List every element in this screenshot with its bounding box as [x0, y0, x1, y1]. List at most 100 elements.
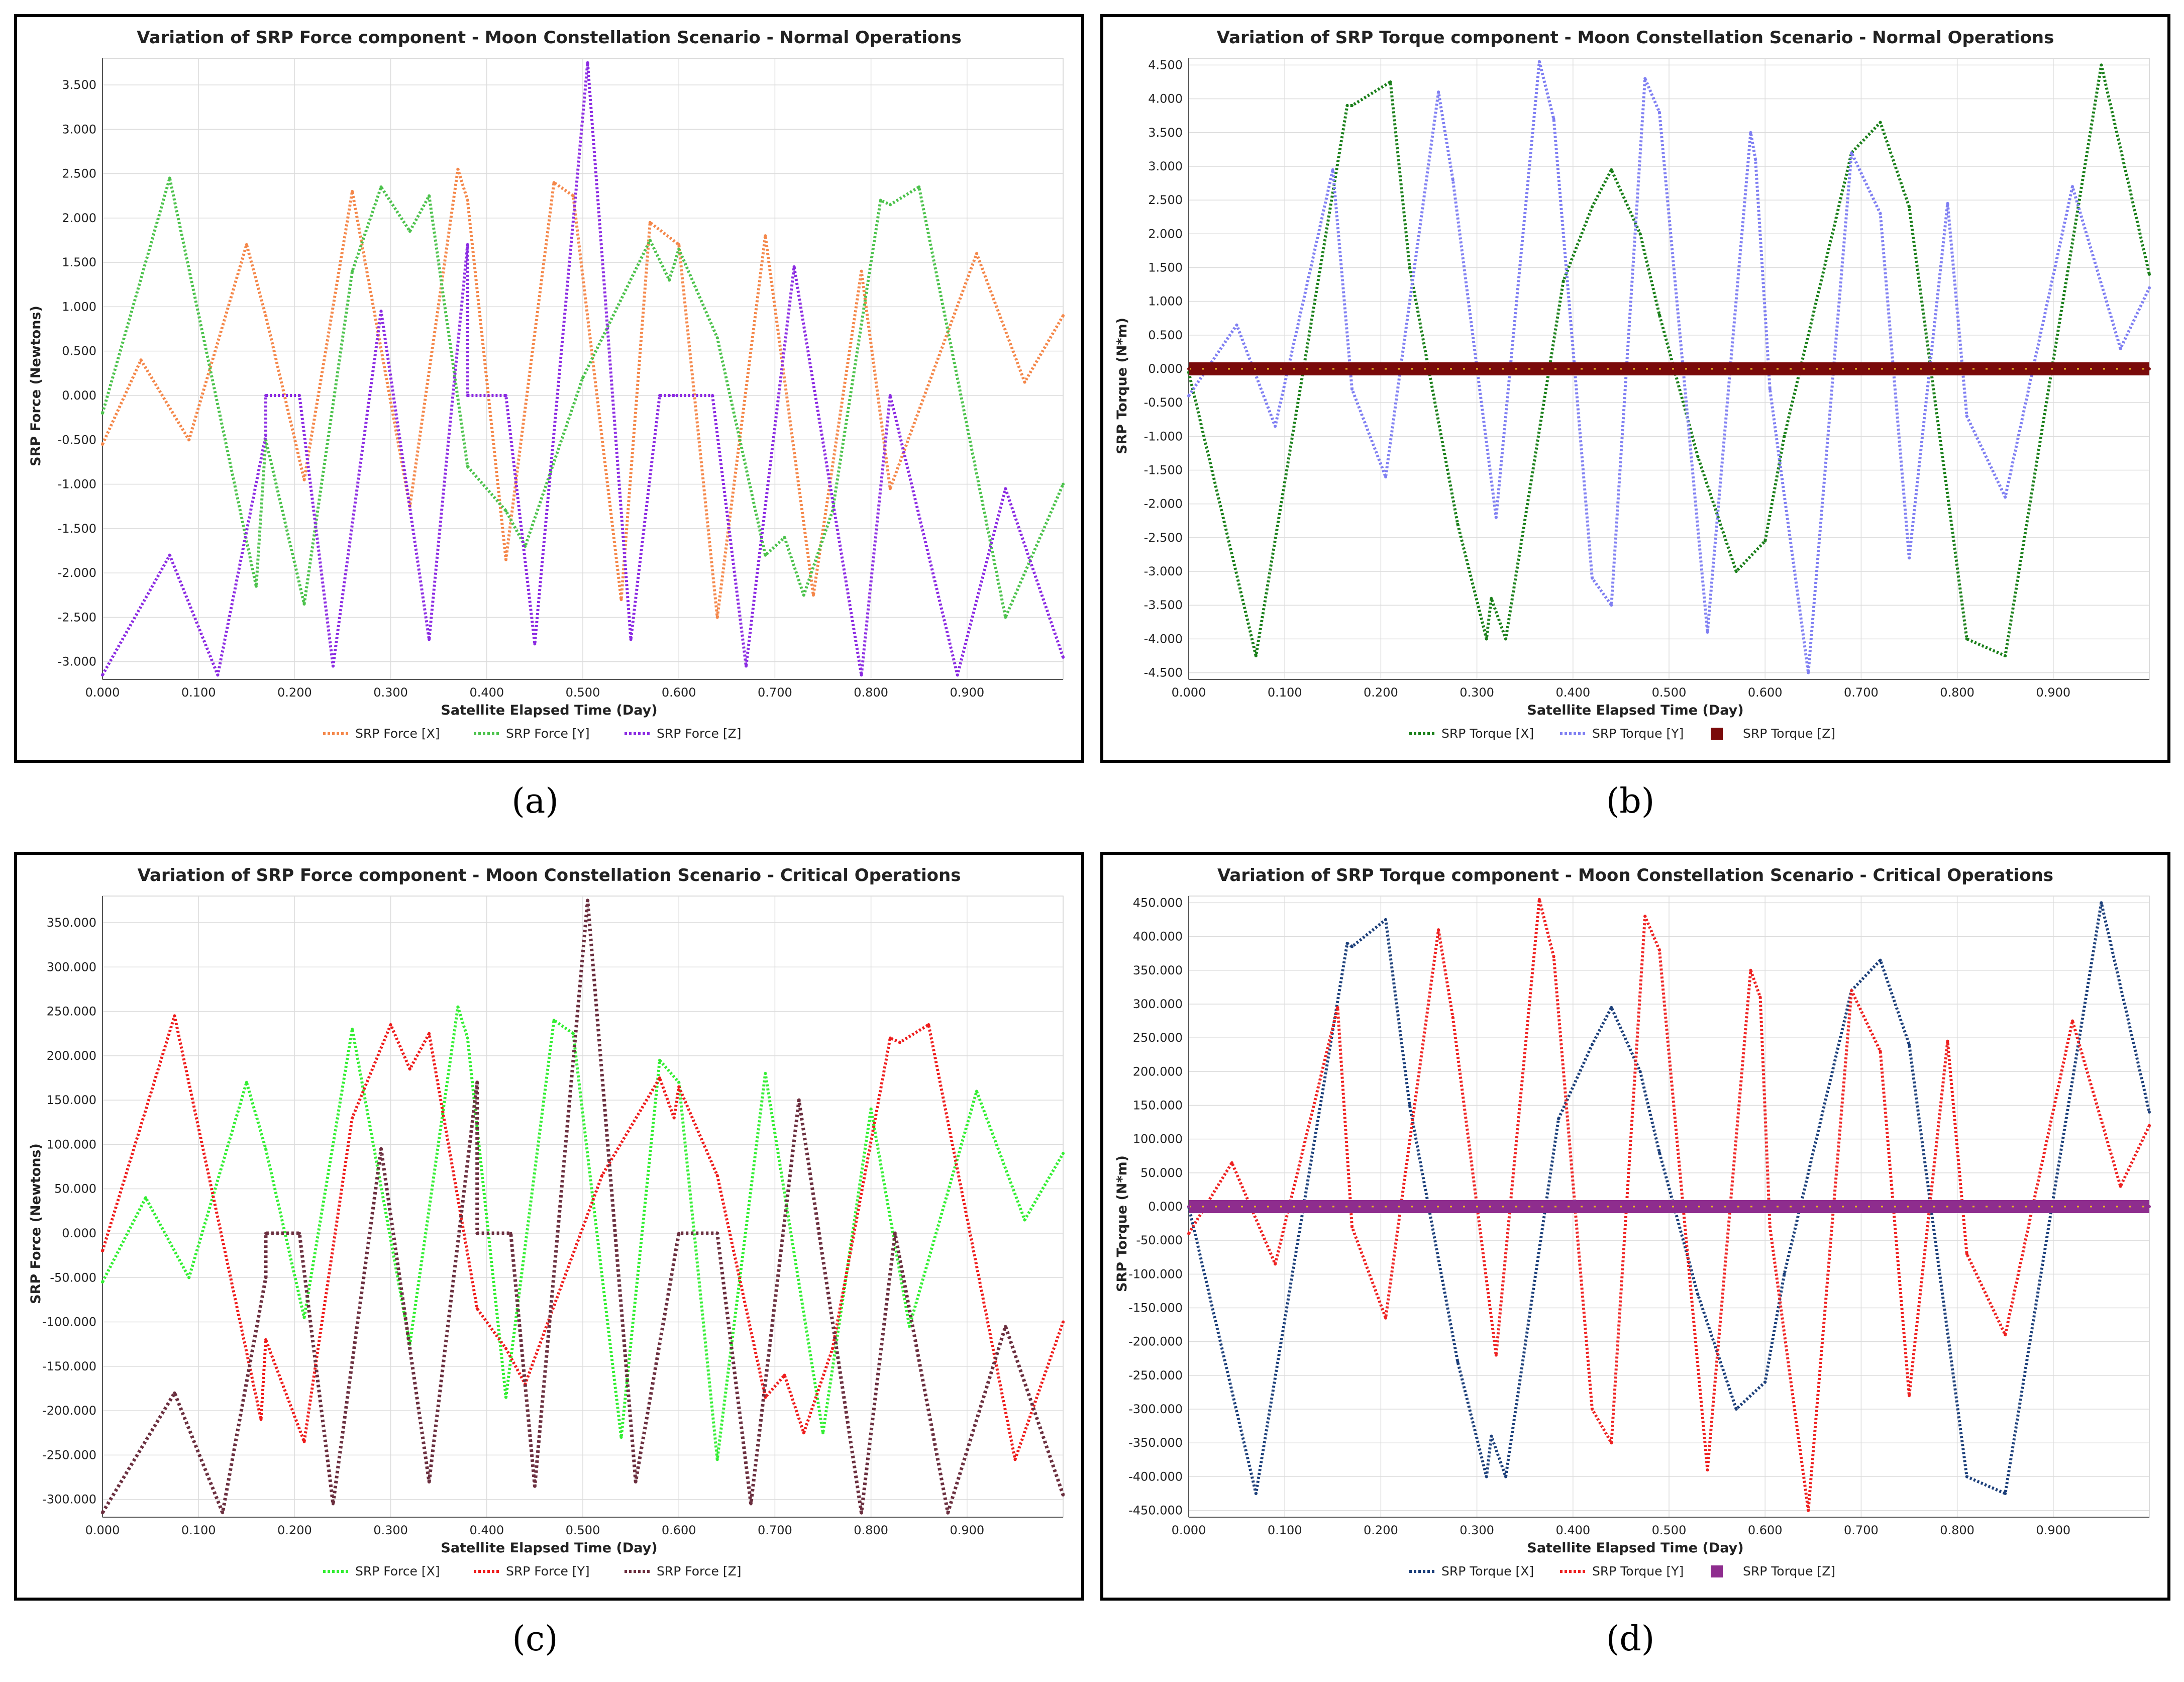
- y-tick-label: -250.000: [42, 1448, 96, 1462]
- series-srp-force-y-point: [1062, 482, 1065, 486]
- y-tick-label: -450.000: [1128, 1504, 1183, 1518]
- series-srp-force-z-point: [1062, 655, 1065, 659]
- x-tick-label: 0.200: [277, 685, 312, 700]
- series-srp-force-z-point: [629, 638, 633, 641]
- x-axis-label: Satellite Elapsed Time (Day): [1527, 1540, 1743, 1556]
- series-srp-force-z-point: [946, 1511, 950, 1515]
- series-srp-torque-x-point: [2148, 1110, 2151, 1114]
- series-srp-torque-x-point: [1696, 1293, 1700, 1296]
- x-tick-label: 0.700: [758, 1523, 792, 1537]
- series-srp-torque-x-point: [1254, 1492, 1258, 1495]
- y-tick-label: -250.000: [1128, 1368, 1183, 1382]
- series-srp-torque-y-point: [1768, 1225, 1772, 1229]
- y-tick-label: 50.000: [1140, 1166, 1183, 1180]
- series-srp-force-z-point: [749, 1502, 753, 1506]
- series-srp-torque-y-point: [1437, 90, 1440, 94]
- series-srp-force-y-point: [504, 509, 507, 513]
- series-srp-torque-z-point: [2148, 367, 2151, 370]
- series-srp-force-z-point: [860, 673, 863, 677]
- series-srp-force-y-point: [428, 194, 431, 197]
- series-srp-force-y-point: [1013, 1458, 1017, 1461]
- series-srp-force-x-point: [888, 487, 892, 490]
- plot-area: 0.000 0.100 0.200 0.300 0.400 0.500 0.600 0.700…: [42, 896, 1065, 1537]
- series-srp-torque-y-point: [1706, 631, 1709, 634]
- series-srp-force-z-point: [888, 394, 892, 397]
- series-srp-torque-y-point: [2004, 1333, 2007, 1337]
- series-srp-force-y-point: [764, 553, 767, 557]
- x-tick-label: 0.500: [1652, 1523, 1687, 1537]
- x-tick-label: 0.800: [1940, 1523, 1974, 1537]
- y-tick-label: 150.000: [1133, 1098, 1183, 1112]
- legend-label: SRP Force [Y]: [506, 1564, 590, 1578]
- y-tick-label: 1.000: [1148, 294, 1183, 309]
- x-tick-label: 0.900: [950, 685, 984, 700]
- y-tick-label: 0.500: [62, 344, 96, 358]
- x-tick-label: 0.600: [662, 685, 696, 700]
- series-srp-torque-y-point: [1965, 1252, 1968, 1255]
- series-srp-force-x-point: [821, 1431, 824, 1435]
- series-srp-force-z: [101, 899, 1065, 1515]
- legend: SRP Torque [X] SRP Torque [Y] SRP Torque […: [1409, 726, 1835, 741]
- series-srp-torque-z: [1187, 1200, 2151, 1213]
- series-srp-force-z-point: [715, 1232, 719, 1235]
- chart-panel-d: Variation of SRP Torque component - Moon…: [1100, 852, 2170, 1601]
- y-tick-label: 50.000: [54, 1182, 96, 1196]
- x-tick-label: 0.200: [277, 1523, 312, 1537]
- series-srp-force-y-point: [408, 230, 411, 233]
- series-srp-force-z-point: [331, 1502, 335, 1506]
- series-srp-force-x-point: [466, 199, 469, 202]
- series-srp-force-y-point: [259, 1418, 263, 1421]
- series-srp-torque-y-point: [2004, 496, 2007, 499]
- series-srp-force-z: [101, 61, 1065, 677]
- series-srp-force-z-point: [509, 1232, 512, 1235]
- series-srp-torque-y-point: [1768, 387, 1772, 391]
- legend-item-srp-force-x: SRP Force [X]: [323, 726, 440, 741]
- series-srp-torque-y-point: [2119, 1184, 2122, 1188]
- series-srp-torque-x-point: [1591, 205, 1594, 209]
- series-srp-torque-y-point: [1350, 387, 1354, 391]
- series-srp-force-y-point: [264, 1338, 267, 1341]
- plot-area: 0.000 0.100 0.200 0.300 0.400 0.500 0.600 0.700…: [1128, 896, 2151, 1537]
- series-srp-force-x-line: [101, 1005, 1065, 1461]
- chart-title: Variation of SRP Torque component - Moon…: [1217, 865, 2053, 885]
- series-srp-force-y-point: [648, 239, 652, 242]
- series-srp-force-y-point: [715, 1174, 719, 1177]
- series-srp-force-y-point: [927, 1023, 930, 1026]
- x-tick-label: 0.800: [1940, 685, 1974, 700]
- series-srp-force-z-point: [466, 394, 469, 397]
- y-tick-label: -0.500: [1144, 395, 1183, 410]
- series-srp-force-y-point: [658, 1076, 661, 1079]
- x-tick-label: 0.400: [469, 685, 504, 700]
- series-srp-torque-y-point: [1552, 117, 1555, 121]
- y-tick-label: -100.000: [1128, 1267, 1183, 1281]
- y-tick-label: -1.500: [58, 522, 96, 536]
- plot-area: 0.000 0.100 0.200 0.300 0.400 0.500 0.600 0.700…: [58, 58, 1065, 700]
- legend-item-srp-torque-y: SRP Torque [Y]: [1560, 1564, 1684, 1578]
- series-srp-force-y-point: [888, 203, 892, 207]
- series-srp-force-x-point: [456, 167, 460, 171]
- y-tick-label: 250.000: [47, 1005, 96, 1019]
- series-srp-force-z-point: [101, 673, 104, 677]
- series-srp-force-z-point: [264, 1232, 267, 1235]
- series-srp-torque-x-point: [2100, 63, 2103, 67]
- x-tick-label: 0.800: [854, 1523, 888, 1537]
- legend-item-srp-torque-y: SRP Torque [Y]: [1560, 726, 1684, 741]
- series-srp-force-z-point: [860, 1511, 863, 1515]
- series-srp-force-x-point: [245, 1080, 248, 1084]
- series-srp-torque-x: [1187, 63, 2151, 657]
- x-tick-label: 0.300: [1460, 685, 1494, 700]
- x-tick-label: 0.700: [1844, 1523, 1879, 1537]
- y-tick-label: -200.000: [42, 1404, 96, 1418]
- series-srp-force-x-point: [456, 1005, 460, 1009]
- series-srp-force-z-point: [264, 394, 267, 397]
- series-srp-force-x-point: [144, 1196, 147, 1200]
- series-srp-force-y-point: [898, 1041, 901, 1044]
- series-srp-torque-y-point: [1537, 60, 1541, 63]
- series-srp-force-z-point: [101, 1511, 104, 1515]
- series-srp-torque-y-point: [1591, 576, 1594, 580]
- series-srp-torque-y-point: [1643, 77, 1647, 80]
- series-srp-torque-x-point: [1408, 266, 1411, 269]
- x-tick-label: 0.300: [373, 685, 408, 700]
- series-srp-force-x-point: [811, 593, 815, 597]
- series-srp-torque-x-point: [1384, 918, 1387, 921]
